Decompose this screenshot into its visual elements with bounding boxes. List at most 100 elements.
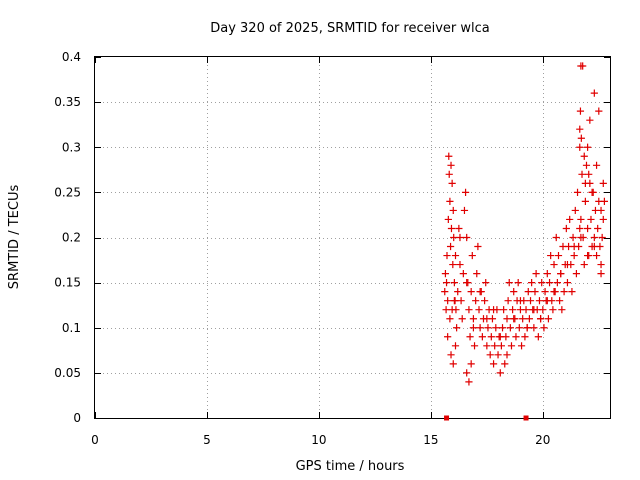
data-point xyxy=(476,324,484,332)
data-point xyxy=(556,297,564,305)
data-point xyxy=(498,324,507,332)
data-point xyxy=(524,288,532,296)
data-point xyxy=(494,351,502,359)
data-point xyxy=(449,260,457,269)
data-point xyxy=(501,360,509,368)
data-point xyxy=(470,342,479,350)
data-point xyxy=(523,324,531,332)
data-point xyxy=(549,306,557,314)
data-point xyxy=(553,279,561,287)
data-point xyxy=(600,197,609,205)
data-point xyxy=(489,360,498,368)
data-point xyxy=(584,224,592,233)
data-point xyxy=(571,206,579,215)
data-point xyxy=(526,297,535,305)
data-point xyxy=(478,333,486,341)
x-axis-tick-labels: 0 5 10 15 20 xyxy=(91,433,550,447)
data-point xyxy=(597,260,605,269)
data-point xyxy=(486,351,494,359)
y-tick-label: 0.4 xyxy=(62,50,81,64)
data-point xyxy=(476,288,484,296)
data-point xyxy=(450,297,458,305)
data-point xyxy=(458,315,466,323)
data-point xyxy=(541,288,549,296)
data-point xyxy=(446,197,454,205)
data-point xyxy=(469,324,478,332)
data-point xyxy=(461,188,470,196)
x-tick-label: 0 xyxy=(91,433,99,447)
data-point xyxy=(580,152,588,160)
data-point xyxy=(595,107,603,115)
y-axis-tick-labels: 0 0.05 0.1 0.15 0.2 0.25 0.3 0.35 0.4 xyxy=(54,50,81,425)
y-tick-label: 0.2 xyxy=(62,231,81,245)
data-point xyxy=(598,233,606,242)
gap-marker xyxy=(523,415,529,421)
data-point xyxy=(563,279,572,287)
data-point xyxy=(459,270,467,278)
data-point xyxy=(456,233,464,242)
data-point xyxy=(456,260,464,269)
data-point xyxy=(588,188,596,196)
data-point xyxy=(597,206,605,215)
data-point xyxy=(463,279,471,287)
data-point xyxy=(532,270,540,278)
data-point xyxy=(444,297,452,305)
data-point xyxy=(449,360,457,368)
data-point xyxy=(543,270,551,278)
data-point xyxy=(510,288,518,296)
data-point xyxy=(483,315,491,323)
x-axis-label: GPS time / hours xyxy=(296,459,405,474)
data-point xyxy=(530,324,538,332)
data-point xyxy=(463,233,471,242)
axis-ticks xyxy=(95,57,610,419)
x-tick-label: 15 xyxy=(423,433,438,447)
data-point xyxy=(576,125,584,133)
data-point xyxy=(577,62,585,70)
data-point xyxy=(557,270,565,278)
data-point xyxy=(597,270,605,278)
y-tick-label: 0.15 xyxy=(54,276,81,290)
data-point xyxy=(446,242,455,251)
data-point xyxy=(594,224,602,233)
data-point xyxy=(581,179,589,187)
data-point xyxy=(590,233,598,242)
y-tick-label: 0.35 xyxy=(54,95,81,109)
data-point xyxy=(484,324,492,332)
data-point xyxy=(442,306,450,314)
data-point xyxy=(448,179,456,187)
data-point xyxy=(492,324,500,332)
x-tick-label: 20 xyxy=(535,433,550,447)
data-point xyxy=(444,333,452,341)
gap-marker xyxy=(444,415,450,421)
data-point xyxy=(442,279,451,287)
data-point xyxy=(457,297,465,305)
data-point xyxy=(576,143,584,151)
data-point xyxy=(580,260,588,269)
data-point xyxy=(566,215,574,224)
data-point xyxy=(568,288,576,296)
data-point xyxy=(450,233,458,242)
data-point xyxy=(540,324,548,332)
data-point xyxy=(441,288,449,296)
data-point xyxy=(445,170,453,178)
data-point xyxy=(522,306,530,314)
data-point xyxy=(455,224,463,233)
data-point xyxy=(467,288,475,296)
data-point xyxy=(576,107,585,115)
data-point xyxy=(454,288,462,296)
data-point xyxy=(472,297,480,305)
data-point xyxy=(447,161,455,169)
data-point xyxy=(545,279,554,287)
data-point xyxy=(521,333,529,341)
y-tick-label: 0.3 xyxy=(62,140,81,154)
data-point xyxy=(587,215,595,224)
data-point xyxy=(487,333,495,341)
data-point xyxy=(563,260,572,269)
data-point xyxy=(599,179,607,187)
data-point xyxy=(450,279,458,287)
data-point xyxy=(581,197,589,205)
data-point xyxy=(530,306,538,314)
data-point xyxy=(577,233,585,242)
